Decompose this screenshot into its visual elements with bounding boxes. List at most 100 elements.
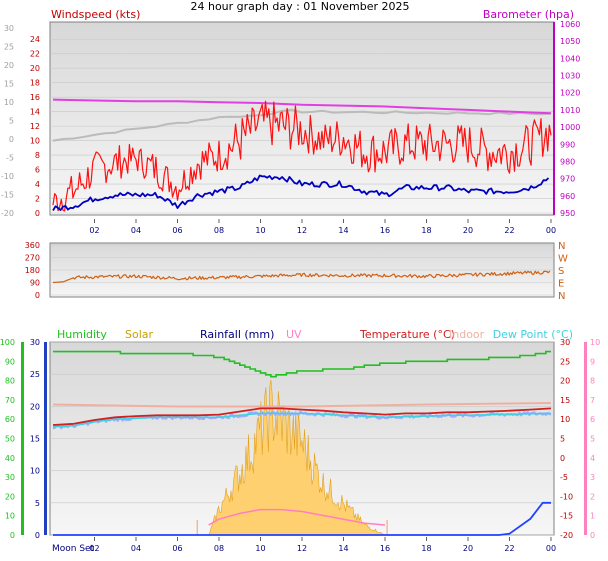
outer-tick-label: 10 xyxy=(4,98,14,107)
humidity-tick-label: 40 xyxy=(5,454,15,463)
baro-tick-label: 1010 xyxy=(560,106,580,115)
x-tick-label: 10 xyxy=(255,226,265,235)
wind-tick-label: 22 xyxy=(30,50,40,59)
direction-tick-label: 0 xyxy=(35,291,40,300)
baro-tick-label: 990 xyxy=(560,140,575,149)
rain-tick-label: 20 xyxy=(30,402,40,411)
uv-tick-label: 5 xyxy=(590,435,595,444)
legend-humidity: Humidity xyxy=(57,328,107,341)
legend-uv: UV xyxy=(286,328,302,341)
temp-tick-label: 5 xyxy=(560,435,565,444)
bottom-axis-ticks: 0102030405060708090100051015202530-20-15… xyxy=(0,338,600,540)
baro-tick-label: 980 xyxy=(560,157,575,166)
gray-trend-line xyxy=(52,108,552,142)
solar-area xyxy=(208,379,386,536)
x-tick-label: 00 xyxy=(546,544,556,553)
outer-tick-label: -20 xyxy=(1,209,14,218)
uv-tick-label: 1 xyxy=(590,512,595,521)
humidity-axis-bar xyxy=(21,342,24,535)
x-tick-label: 08 xyxy=(214,544,224,553)
dew-point-line xyxy=(52,412,552,428)
rain-tick-label: 0 xyxy=(35,531,40,540)
outer-tick-label: -10 xyxy=(1,172,14,181)
wind-tick-label: 2 xyxy=(35,195,40,204)
barometer-label: Barometer (hpa) xyxy=(483,8,574,21)
chart-title: 24 hour graph day : 01 November 2025 xyxy=(190,0,409,13)
x-tick-label: 18 xyxy=(421,226,431,235)
temp-tick-label: 10 xyxy=(560,415,570,424)
humidity-tick-label: 10 xyxy=(5,512,15,521)
temperature-line xyxy=(52,407,552,426)
wind-axis-ticks: 024681012141618202224-20-15-10-505101520… xyxy=(1,20,580,218)
baro-tick-label: 1060 xyxy=(560,20,580,29)
wind-tick-label: 4 xyxy=(35,180,40,189)
temp-tick-label: -15 xyxy=(560,512,573,521)
bottom-series xyxy=(52,350,552,536)
compass-label: N xyxy=(558,291,565,302)
x-tick-label: 14 xyxy=(338,226,348,235)
rain-tick-label: 15 xyxy=(30,435,40,444)
x-tick-label: 06 xyxy=(172,226,182,235)
humidity-tick-label: 20 xyxy=(5,492,15,501)
windspeed-label: Windspeed (kts) xyxy=(51,8,140,21)
uv-tick-label: 6 xyxy=(590,415,595,424)
compass-label: N xyxy=(558,241,565,252)
wind-tick-label: 16 xyxy=(30,93,40,102)
baro-tick-label: 970 xyxy=(560,175,575,184)
uv-tick-label: 7 xyxy=(590,396,595,405)
wind-series xyxy=(52,98,552,212)
x-tick-label: 20 xyxy=(463,544,473,553)
humidity-tick-label: 60 xyxy=(5,415,15,424)
x-tick-label: 04 xyxy=(131,226,141,235)
wind-tick-label: 24 xyxy=(30,35,40,44)
outer-tick-label: 20 xyxy=(4,61,14,70)
outer-tick-label: 30 xyxy=(4,24,14,33)
baro-tick-label: 1020 xyxy=(560,89,580,98)
x-tick-label: 22 xyxy=(504,226,514,235)
compass-label: S xyxy=(558,266,564,277)
humidity-tick-label: 90 xyxy=(5,357,15,366)
wind-tick-label: 8 xyxy=(35,151,40,160)
x-tick-label: 14 xyxy=(338,544,348,553)
baro-tick-label: 1050 xyxy=(560,37,580,46)
wind-tick-label: 12 xyxy=(30,122,40,131)
direction-tick-label: 180 xyxy=(25,266,40,275)
outer-tick-label: 0 xyxy=(9,135,14,144)
uv-tick-label: 4 xyxy=(590,454,595,463)
temp-tick-label: 20 xyxy=(560,377,570,386)
compass-label: E xyxy=(558,279,564,290)
uv-tick-label: 10 xyxy=(590,338,600,347)
temp-tick-label: -5 xyxy=(560,473,568,482)
uv-tick-label: 9 xyxy=(590,357,595,366)
legend-dew-point: Dew Point (°C) xyxy=(493,328,573,341)
humidity-tick-label: 30 xyxy=(5,473,15,482)
wind-tick-label: 18 xyxy=(30,79,40,88)
indoor-line xyxy=(52,402,552,408)
temp-tick-label: -10 xyxy=(560,492,573,501)
uv-tick-label: 3 xyxy=(590,473,595,482)
humidity-tick-label: 100 xyxy=(0,338,15,347)
uv-tick-label: 8 xyxy=(590,377,595,386)
temp-tick-label: 25 xyxy=(560,357,570,366)
humidity-tick-label: 70 xyxy=(5,396,15,405)
x-tick-label: 04 xyxy=(131,544,141,553)
x-tick-label: 12 xyxy=(297,226,307,235)
direction-line xyxy=(52,270,551,284)
baro-tick-label: 950 xyxy=(560,209,575,218)
barometer-line xyxy=(52,98,552,115)
average-wind-line xyxy=(52,174,550,212)
moon-set-label: Moon Set xyxy=(52,544,95,554)
direction-gridlines xyxy=(50,244,554,296)
x-tick-label: 20 xyxy=(463,226,473,235)
legend-rain: Rainfall (mm) xyxy=(200,328,274,341)
x-tick-label: 18 xyxy=(421,544,431,553)
wind-tick-label: 10 xyxy=(30,137,40,146)
wind-tick-label: 0 xyxy=(35,209,40,218)
rainfall-line xyxy=(53,501,551,536)
rain-tick-label: 25 xyxy=(30,370,40,379)
temp-tick-label: -20 xyxy=(560,531,573,540)
outer-tick-label: -15 xyxy=(1,191,14,200)
wind-tick-label: 6 xyxy=(35,166,40,175)
